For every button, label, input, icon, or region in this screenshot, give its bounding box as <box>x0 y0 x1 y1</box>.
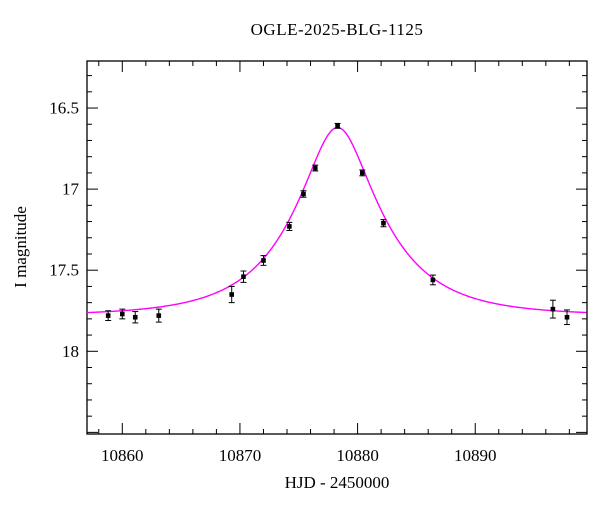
plot-frame <box>86 60 588 435</box>
chart-title: OGLE-2025-BLG-1125 <box>250 20 424 39</box>
data-point <box>312 165 318 171</box>
y-tick-label: 17 <box>62 180 80 199</box>
y-tick-label: 18 <box>62 342 79 361</box>
x-tick-label: 10860 <box>101 446 144 465</box>
x-axis-label: HJD - 2450000 <box>284 473 390 492</box>
data-point <box>261 258 266 263</box>
data-point <box>119 311 125 317</box>
y-tick-label: 16.5 <box>49 99 79 118</box>
data-point <box>359 170 365 176</box>
data-point <box>132 314 138 320</box>
data-point <box>550 306 556 312</box>
data-point <box>381 220 386 226</box>
data-point <box>335 123 340 129</box>
data-point <box>287 224 292 229</box>
data-point <box>241 274 246 279</box>
model-curve <box>86 126 587 314</box>
x-tick-label: 10870 <box>219 446 262 465</box>
data-point <box>430 277 436 283</box>
data-point <box>301 191 306 197</box>
x-tick-label: 10880 <box>336 446 379 465</box>
x-tick-label: 10890 <box>454 446 497 465</box>
data-point <box>105 313 111 318</box>
data-point <box>564 314 570 320</box>
data-point <box>229 292 235 297</box>
data-point <box>156 313 162 318</box>
y-tick-label: 17.5 <box>49 261 79 280</box>
y-axis-label: I magnitude <box>11 206 30 288</box>
